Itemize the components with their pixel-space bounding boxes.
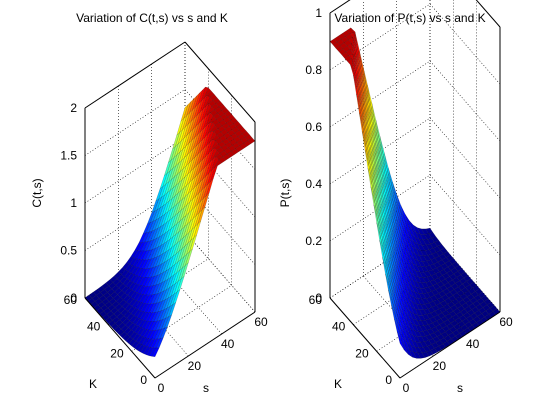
title-c: Variation of C(t,s) vs s and K — [76, 11, 228, 25]
x-tick-label: 20 — [433, 359, 447, 373]
xlabel-c: s — [203, 381, 209, 395]
x-tick-label: 40 — [466, 337, 480, 351]
y-tick-label: 20 — [110, 346, 124, 360]
z-tick-label: 1.5 — [60, 149, 77, 163]
axis-edge — [84, 41, 186, 109]
grid-line — [84, 136, 186, 204]
z-tick-label: 1 — [70, 196, 77, 210]
x-tick-label: 0 — [158, 381, 165, 395]
grid-line — [329, 117, 431, 185]
grid-line — [429, 60, 501, 142]
axes-frame-c — [84, 41, 256, 379]
z-tick-label: 0.8 — [305, 63, 322, 77]
surface-patch — [151, 347, 160, 357]
grid-line — [84, 89, 186, 156]
surface-c — [84, 86, 256, 357]
axis-edge — [84, 297, 156, 379]
x-tick-label: 60 — [254, 315, 268, 329]
x-tick-label: 60 — [499, 315, 513, 329]
surface-p — [329, 27, 501, 359]
xlabel-p: s — [457, 381, 463, 395]
grid-line — [429, 117, 501, 199]
y-tick-label: 20 — [355, 346, 369, 360]
plot-p-surface: Variation of P(t,s) vs s and K 020406002… — [278, 0, 513, 395]
y-tick-label: 60 — [64, 293, 78, 307]
z-tick-label: 0.2 — [305, 234, 322, 248]
axis-edge — [475, 0, 501, 28]
axis-edge — [329, 0, 351, 14]
grid-line — [329, 3, 431, 71]
y-tick-label: 60 — [309, 293, 323, 307]
zlabel-p: P(t,s) — [278, 179, 292, 208]
z-tick-label: 0.6 — [305, 120, 322, 134]
z-tick-label: 1 — [315, 6, 322, 20]
plot-c-surface: Variation of C(t,s) vs s and K 020406002… — [30, 11, 268, 395]
ylabel-c: K — [89, 377, 97, 391]
y-tick-label: 40 — [87, 320, 101, 334]
z-tick-label: 0 — [70, 291, 77, 305]
y-tick-label: 0 — [385, 373, 392, 387]
z-tick-label: 2 — [70, 101, 77, 115]
z-tick-label: 0.4 — [305, 177, 322, 191]
axes-frame-p — [329, 0, 501, 379]
y-tick-label: 40 — [332, 320, 346, 334]
y-tick-label: 0 — [140, 373, 147, 387]
axis-edge — [329, 297, 401, 379]
x-tick-label: 20 — [188, 359, 202, 373]
z-tick-label: 0.5 — [60, 244, 77, 258]
x-tick-label: 40 — [221, 337, 235, 351]
x-tick-label: 0 — [403, 381, 410, 395]
z-tick-label: 0 — [315, 291, 322, 305]
ylabel-p: K — [334, 377, 342, 391]
axis-edge — [154, 311, 256, 379]
zlabel-c: C(t,s) — [30, 178, 44, 207]
grid-line — [329, 174, 431, 242]
axis-edge — [399, 311, 501, 379]
axis-edge — [184, 41, 256, 123]
title-p: Variation of P(t,s) vs s and K — [334, 11, 485, 25]
grid-line — [329, 60, 431, 128]
grid-line — [131, 285, 232, 352]
grid-line — [108, 258, 209, 325]
surface-patch — [396, 331, 405, 351]
grid-line — [184, 231, 256, 313]
